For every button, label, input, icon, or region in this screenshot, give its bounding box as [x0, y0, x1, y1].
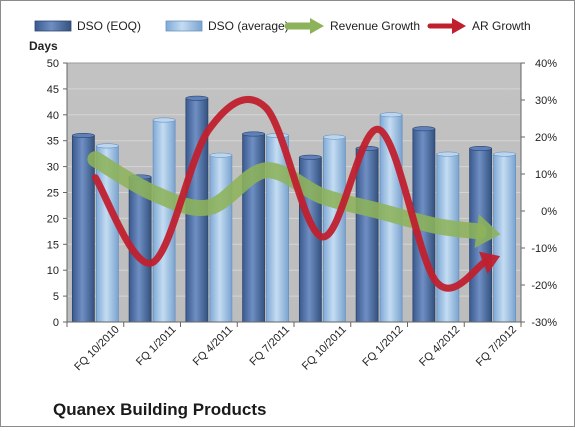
bar-top-dso-eoq	[469, 145, 492, 151]
bar-top-dso-average	[379, 112, 403, 118]
legend-arrowhead-ar-growth	[452, 18, 466, 34]
legend: DSO (EOQ) DSO (average) Revenue Growth AR G…	[34, 18, 531, 34]
bar-top-dso-average	[323, 134, 346, 140]
revenue-growth-line	[87, 151, 487, 240]
y-tick-label: 50	[47, 58, 59, 70]
y-tick-label: 15	[47, 239, 59, 251]
y-tick-label: 35	[47, 136, 59, 148]
y2-tick-label: -20%	[531, 280, 557, 292]
bar-top-dso-eoq	[299, 154, 322, 160]
legend-swatch-dso-eoq-	[34, 20, 72, 32]
y-tick-label: 40	[47, 110, 59, 122]
bar-top-dso-eoq	[185, 95, 209, 101]
bars	[71, 95, 517, 323]
x-tick-label: FQ 7/2012	[474, 324, 519, 369]
bar-top-dso-average	[436, 151, 460, 157]
x-tick-label: FQ 1/2012	[360, 324, 405, 369]
ar-growth-line	[91, 95, 489, 292]
x-tick-label: FQ 10/2010	[72, 324, 122, 374]
bar-top-dso-eoq	[412, 126, 436, 132]
legend-arrowhead-revenue-growth	[310, 18, 324, 34]
x-tick-label: FQ 4/2011	[191, 324, 236, 369]
legend-label-ar-growth: AR Growth	[472, 19, 531, 33]
y-tick-label: 30	[47, 162, 59, 174]
bar-top-dso-average	[493, 151, 516, 157]
x-tick-label: FQ 7/2011	[247, 324, 292, 369]
legend-label-dso-average-: DSO (average)	[208, 19, 289, 33]
x-tick-label: FQ 10/2011	[300, 324, 349, 373]
y2-tick-label: -30%	[531, 317, 557, 329]
y2-tick-label: 0%	[541, 206, 557, 218]
bar-top-dso-average	[209, 152, 233, 158]
y-tick-label: 0	[53, 317, 59, 329]
y2-tick-label: 10%	[535, 169, 557, 181]
y2-tick-label: 40%	[535, 58, 557, 70]
ar-growth-arrowhead	[478, 251, 501, 274]
y-tick-label: 20	[47, 213, 59, 225]
revenue-growth-arrowhead	[474, 214, 501, 248]
y2-tick-label: 20%	[535, 132, 557, 144]
bar-top-dso-average	[152, 117, 176, 123]
bar-top-dso-average	[96, 143, 119, 149]
y-tick-label: 10	[47, 265, 59, 277]
growth-lines	[87, 95, 501, 292]
bar-dso-average	[209, 154, 233, 323]
legend-label-revenue-growth: Revenue Growth	[330, 19, 420, 33]
bar-dso-average	[493, 153, 517, 323]
y-tick-label: 45	[47, 84, 59, 96]
bar-dso-eoq	[242, 133, 266, 323]
bar-dso-eoq	[355, 148, 379, 323]
bar-top-dso-eoq	[242, 131, 265, 137]
legend-swatch-dso-average-	[165, 20, 203, 32]
y2-tick-label: 30%	[535, 95, 557, 107]
legend-label-dso-eoq-: DSO (EOQ)	[77, 19, 141, 33]
x-tick-label: FQ 4/2012	[417, 324, 462, 369]
chart-title: Quanex Building Products	[53, 400, 266, 419]
bar-dso-average	[436, 153, 460, 323]
y2-tick-label: -10%	[531, 243, 557, 255]
y-tick-label: 25	[47, 188, 59, 200]
bar-top-dso-eoq	[72, 133, 95, 139]
y-tick-label: 5	[53, 291, 59, 303]
x-tick-label: FQ 1/2011	[134, 324, 179, 369]
y-axis-title: Days	[29, 39, 58, 53]
